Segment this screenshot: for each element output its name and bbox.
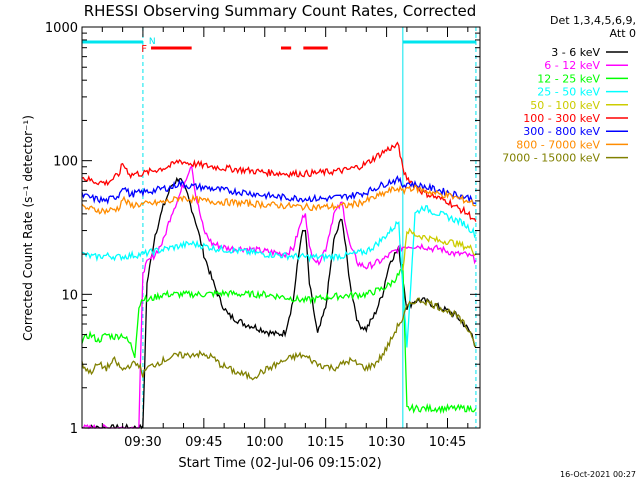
legend-entry-7: 800 - 7000 keV	[516, 138, 600, 151]
legend-entry-5: 100 - 300 keV	[523, 112, 600, 125]
chart-title: RHESSI Observing Summary Count Rates, Co…	[84, 2, 477, 20]
legend-entry-2: 12 - 25 keV	[537, 72, 600, 85]
series-line-3	[81, 204, 477, 348]
series-line-1	[82, 164, 477, 430]
series-line-0	[81, 176, 477, 430]
x-tick-label: 10:00	[246, 435, 283, 450]
footer-timestamp: 16-Oct-2021 00:27	[560, 470, 636, 479]
legend-header-2: Att 0	[610, 27, 636, 40]
series-line-4	[402, 227, 477, 271]
y-tick-label: 1000	[45, 21, 78, 36]
x-tick-label: 10:45	[429, 435, 466, 450]
y-axis-label: Corrected Count Rate (s⁻¹ detector⁻¹)	[21, 115, 35, 341]
series-line-8	[81, 297, 477, 381]
legend-entry-4: 50 - 100 keV	[530, 99, 600, 112]
x-tick-label: 09:45	[185, 435, 222, 450]
night-label: N	[149, 37, 156, 47]
x-tick-label: 09:30	[124, 435, 161, 450]
x-tick-label: 10:30	[368, 435, 405, 450]
x-axis-label: Start Time (02-Jul-06 09:15:02)	[178, 456, 381, 471]
flare-label: F	[141, 44, 147, 55]
plot-frame	[81, 26, 481, 429]
axes: 1 10 100 1000 09:30 09:45 10:00 10:15 10:30 10:45	[45, 21, 481, 450]
x-tick-label: 10:15	[307, 435, 344, 450]
y-tick-label: 10	[61, 288, 78, 303]
y-tick-label: 100	[53, 155, 78, 170]
series-line-2	[81, 263, 477, 415]
series-line-5	[81, 141, 477, 222]
legend-header-1: Det 1,3,4,5,6,9,	[550, 14, 636, 27]
plot-area: NF	[81, 27, 477, 430]
legend-entry-3: 25 - 50 keV	[537, 86, 600, 99]
series-line-6	[81, 175, 476, 205]
legend-entry-1: 6 - 12 keV	[544, 59, 600, 72]
legend-entry-6: 300 - 800 keV	[523, 125, 600, 138]
series-line-7	[81, 184, 476, 216]
y-tick-label: 1	[70, 422, 78, 437]
legend-entry-0: 3 - 6 keV	[551, 46, 600, 59]
legend-entry-8: 7000 - 15000 keV	[502, 152, 600, 165]
